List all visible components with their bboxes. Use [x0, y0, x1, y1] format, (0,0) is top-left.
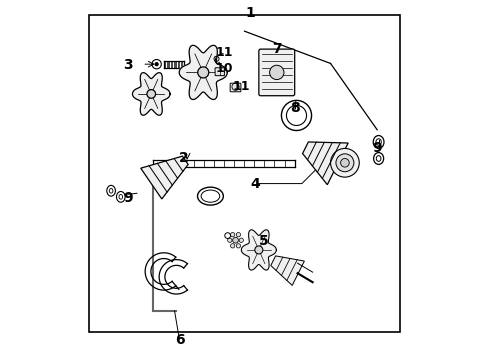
Text: 7: 7 [271, 42, 281, 56]
Circle shape [155, 63, 158, 66]
Text: 3: 3 [123, 58, 133, 72]
Circle shape [239, 238, 243, 242]
Circle shape [197, 67, 208, 78]
Polygon shape [141, 156, 188, 199]
Text: 10: 10 [216, 62, 233, 75]
Circle shape [236, 244, 240, 248]
Polygon shape [270, 256, 304, 285]
Bar [88, 15, 400, 332]
Text: 9: 9 [372, 141, 381, 155]
Circle shape [227, 238, 231, 242]
Circle shape [236, 233, 240, 237]
Polygon shape [179, 45, 227, 99]
FancyBboxPatch shape [258, 49, 294, 96]
Circle shape [232, 237, 238, 243]
Circle shape [340, 158, 348, 167]
Circle shape [230, 233, 234, 237]
Text: 4: 4 [250, 177, 260, 190]
Circle shape [146, 90, 155, 98]
Circle shape [335, 154, 353, 172]
Text: 5: 5 [259, 234, 268, 248]
Text: 2: 2 [178, 152, 188, 166]
Polygon shape [132, 73, 170, 115]
Circle shape [230, 244, 234, 248]
FancyBboxPatch shape [230, 83, 241, 92]
Text: 6: 6 [175, 333, 184, 347]
Text: 11: 11 [232, 80, 249, 93]
Text: 1: 1 [244, 6, 254, 20]
Polygon shape [302, 142, 347, 185]
Text: 8: 8 [289, 101, 299, 115]
Text: 9: 9 [123, 191, 133, 205]
Polygon shape [241, 230, 276, 270]
Circle shape [254, 246, 263, 254]
Text: 11: 11 [216, 46, 233, 59]
Circle shape [330, 148, 359, 177]
FancyBboxPatch shape [215, 68, 224, 76]
Circle shape [269, 65, 284, 80]
